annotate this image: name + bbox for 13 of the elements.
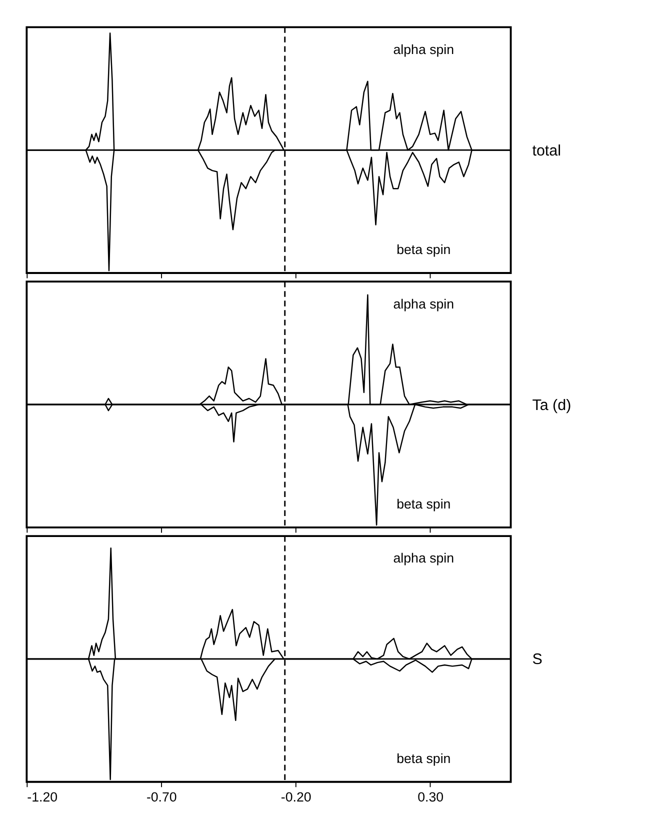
x-tick-label: 0.30 [418,789,444,804]
annotation: alpha spin [393,296,454,312]
x-tick-label: -1.20 [27,789,58,804]
annotation: beta spin [396,496,451,512]
annotation: beta spin [396,750,451,766]
annotation: alpha spin [393,550,454,566]
x-tick-label: -0.70 [146,789,177,804]
annotation: beta spin [396,242,451,257]
annotation: alpha spin [393,42,454,57]
x-tick-label: -0.20 [280,789,312,804]
y-axis-title: Ta (d) [532,396,572,414]
y-axis-title: S [532,651,542,668]
y-axis-title: total [532,142,562,160]
